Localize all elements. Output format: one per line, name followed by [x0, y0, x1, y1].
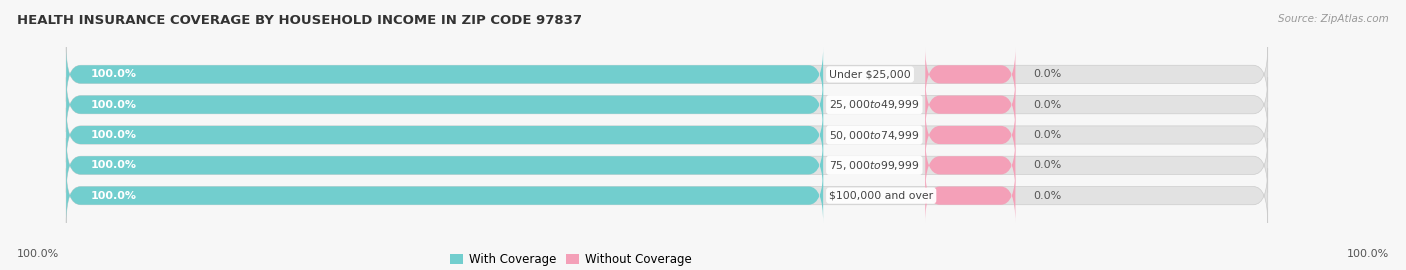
FancyBboxPatch shape	[925, 138, 1015, 193]
Text: $25,000 to $49,999: $25,000 to $49,999	[830, 98, 920, 111]
Legend: With Coverage, Without Coverage: With Coverage, Without Coverage	[446, 248, 696, 270]
Text: $100,000 and over: $100,000 and over	[830, 191, 934, 201]
Text: 100.0%: 100.0%	[1347, 249, 1389, 259]
Text: 100.0%: 100.0%	[90, 191, 136, 201]
Text: Under $25,000: Under $25,000	[830, 69, 911, 79]
FancyBboxPatch shape	[66, 77, 823, 132]
Text: 100.0%: 100.0%	[90, 130, 136, 140]
Text: 100.0%: 100.0%	[90, 69, 136, 79]
Text: $50,000 to $74,999: $50,000 to $74,999	[830, 129, 920, 141]
Text: HEALTH INSURANCE COVERAGE BY HOUSEHOLD INCOME IN ZIP CODE 97837: HEALTH INSURANCE COVERAGE BY HOUSEHOLD I…	[17, 14, 582, 26]
FancyBboxPatch shape	[925, 77, 1015, 132]
FancyBboxPatch shape	[66, 108, 1268, 162]
Text: Source: ZipAtlas.com: Source: ZipAtlas.com	[1278, 14, 1389, 23]
Text: $75,000 to $99,999: $75,000 to $99,999	[830, 159, 920, 172]
FancyBboxPatch shape	[66, 47, 1268, 102]
FancyBboxPatch shape	[66, 168, 823, 223]
Text: 0.0%: 0.0%	[1033, 130, 1062, 140]
Text: 100.0%: 100.0%	[17, 249, 59, 259]
FancyBboxPatch shape	[66, 168, 1268, 223]
Text: 0.0%: 0.0%	[1033, 100, 1062, 110]
FancyBboxPatch shape	[66, 47, 823, 102]
FancyBboxPatch shape	[925, 47, 1015, 102]
FancyBboxPatch shape	[925, 108, 1015, 162]
FancyBboxPatch shape	[66, 77, 1268, 132]
FancyBboxPatch shape	[66, 138, 1268, 193]
FancyBboxPatch shape	[925, 168, 1015, 223]
Text: 0.0%: 0.0%	[1033, 69, 1062, 79]
Text: 100.0%: 100.0%	[90, 100, 136, 110]
FancyBboxPatch shape	[66, 138, 823, 193]
Text: 100.0%: 100.0%	[90, 160, 136, 170]
Text: 0.0%: 0.0%	[1033, 191, 1062, 201]
FancyBboxPatch shape	[66, 108, 823, 162]
Text: 0.0%: 0.0%	[1033, 160, 1062, 170]
